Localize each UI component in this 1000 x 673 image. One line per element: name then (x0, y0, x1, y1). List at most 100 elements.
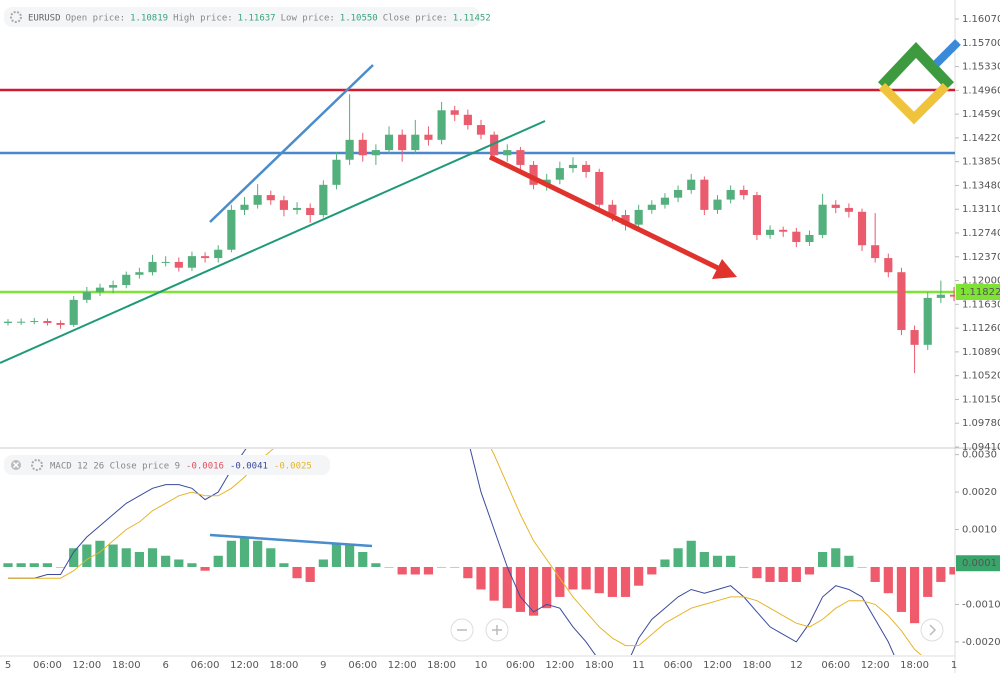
y-tick-label: 1.13850 (962, 157, 1000, 168)
x-tick-label: 18:00 (900, 660, 929, 671)
trend-line (209, 533, 373, 548)
y-tick-label: 1.11630 (962, 299, 1000, 310)
settings-icon[interactable] (31, 459, 43, 471)
histogram-bar (305, 566, 315, 582)
candle-body (411, 134, 420, 151)
candle-body (555, 168, 564, 180)
x-tick-label: 12:00 (861, 660, 890, 671)
x-tick-label: 12:00 (230, 660, 259, 671)
logo (878, 39, 961, 125)
candle-body (398, 134, 407, 151)
histogram-bar (476, 566, 486, 590)
field-value: 1.11452 (453, 13, 491, 23)
indicator-line (8, 449, 922, 655)
histogram-bar (844, 555, 854, 567)
candle-body (713, 199, 722, 210)
candle-body (936, 294, 945, 298)
y-tick-label: 1.09780 (962, 418, 1000, 429)
histogram-bar (791, 566, 801, 582)
candle-body (371, 150, 380, 156)
candle-body (923, 297, 932, 345)
arrow-head (712, 259, 737, 279)
y-tick-label: 1.09410 (962, 442, 1000, 453)
candle-body (43, 321, 52, 323)
candle-body (516, 150, 525, 165)
candle-body (279, 200, 288, 210)
logo-part (878, 41, 954, 90)
candle-body (437, 110, 446, 140)
candle-body (292, 207, 302, 210)
candle-body (332, 159, 341, 185)
histogram-bar (55, 566, 66, 568)
zoom-out-button[interactable] (450, 618, 474, 642)
macd-pane (3, 449, 955, 655)
candle-body (582, 164, 591, 172)
button[interactable] (920, 618, 944, 642)
x-tick-label: 12:00 (388, 660, 417, 671)
histogram-bar (3, 563, 13, 567)
icon (929, 624, 937, 636)
x-tick-label: 6 (162, 660, 168, 671)
histogram-bar (831, 548, 841, 567)
histogram-bar (161, 555, 171, 567)
icon (492, 625, 502, 635)
histogram-bar (555, 566, 565, 597)
candle-body (739, 189, 748, 196)
histogram-bar (134, 552, 144, 567)
x-tick-label: 06:00 (506, 660, 535, 671)
candle-body (595, 171, 604, 205)
y-tick-label: 1.10520 (962, 371, 1000, 382)
candle-body (884, 258, 893, 273)
candle-body (621, 215, 630, 225)
histogram-bar (318, 559, 328, 567)
axes: 1.16070 1.15700 1.15330 1.14960 1.14590 1.142… (5, 14, 1000, 671)
histogram-bar (686, 540, 696, 567)
histogram-bar (239, 537, 250, 567)
legend-background (4, 7, 480, 27)
macd-legend: MACD 12 26 Close price 9 -0.0016 -0.0041 -0… (50, 461, 312, 471)
x-tick-label: 1 (951, 660, 957, 671)
candle-body (56, 322, 65, 325)
x-tick-label: 12:00 (703, 660, 732, 671)
candle-body (95, 287, 105, 293)
symbol: EURUSD (28, 13, 61, 23)
y-tick-label: 1.14220 (962, 133, 1000, 144)
histogram-bar (147, 548, 158, 567)
y-tick-label: -0.0020 (962, 637, 1000, 648)
settings-icon[interactable] (10, 11, 22, 23)
candle-body (687, 179, 696, 190)
histogram-bar (331, 544, 342, 567)
field-label: Open price: (66, 13, 126, 23)
x-tick-label: 18:00 (743, 660, 772, 671)
field-value: 1.10819 (130, 13, 168, 23)
scroll-right-button[interactable] (920, 618, 944, 642)
candle-body (227, 209, 236, 250)
field-value: 1.10550 (340, 13, 378, 23)
histogram-bar (292, 566, 302, 579)
histogram-bar (266, 548, 276, 567)
logo-part (878, 82, 950, 125)
candle-body (306, 207, 315, 216)
y-tick-label: 1.12000 (962, 276, 1000, 287)
candle-body (345, 139, 354, 160)
candle-body (765, 229, 775, 235)
candle-body (214, 249, 223, 259)
logo-part (933, 39, 961, 67)
histogram-bar (936, 566, 946, 582)
x-tick-label: 06:00 (348, 660, 377, 671)
candle-body (253, 195, 262, 205)
x-tick-label: 06:00 (191, 660, 220, 671)
candle-body (135, 272, 144, 275)
candle-body (319, 184, 328, 216)
candle-body (818, 204, 827, 235)
candle-body (871, 245, 880, 259)
histogram-bar (607, 566, 617, 597)
histogram-bar (726, 555, 736, 567)
histogram-bar (804, 566, 815, 575)
histogram-bar (896, 566, 907, 612)
price-label: 1.11822 (960, 287, 1000, 298)
zoom-in-button[interactable] (485, 618, 509, 642)
x-tick-label: 18:00 (585, 660, 614, 671)
y-tick-label: 0.0010 (962, 525, 997, 536)
